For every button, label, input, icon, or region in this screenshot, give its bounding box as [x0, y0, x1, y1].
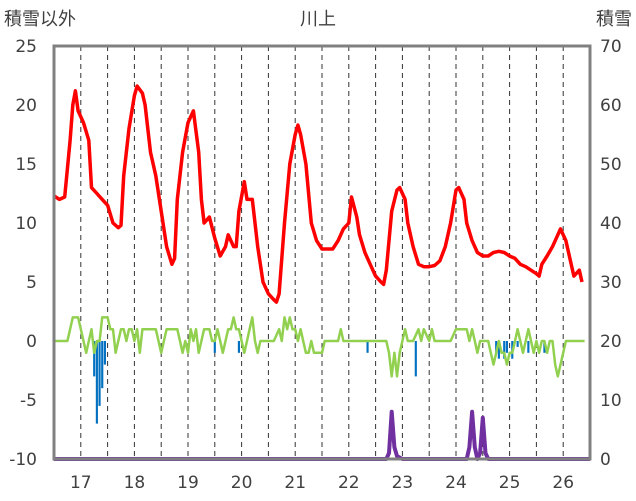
x-tick-label: 23 — [392, 473, 414, 493]
temperature-line — [53, 84, 584, 304]
precip-bar — [527, 341, 530, 353]
precip-bar — [497, 341, 500, 359]
left-tick-label: 20 — [15, 96, 37, 116]
right-tick-label: 60 — [600, 96, 622, 116]
precip-bar — [516, 341, 519, 347]
x-tick-label: 22 — [338, 473, 360, 493]
x-tick-label: 18 — [124, 473, 146, 493]
precip-bar — [505, 341, 508, 353]
snow-depth-line — [54, 409, 590, 461]
plot-frame — [52, 44, 592, 461]
x-tick-label: 20 — [231, 473, 253, 493]
precip-bar — [103, 341, 106, 365]
precip-bar — [503, 341, 506, 359]
precip-bar — [98, 341, 101, 406]
left-tick-label: 25 — [15, 37, 37, 57]
right-tick-label: 30 — [600, 273, 622, 293]
precip-bars — [93, 341, 546, 424]
right-tick-label: 20 — [600, 332, 622, 352]
precip-bar — [543, 341, 546, 353]
right-axis-label: 積雪 — [596, 9, 632, 30]
precip-bar — [213, 341, 216, 353]
precip-bar — [93, 341, 96, 377]
x-tick-label: 24 — [445, 473, 467, 493]
left-axis-label: 積雪以外 — [4, 9, 76, 30]
right-tick-label: 40 — [600, 214, 622, 234]
left-tick-label: 10 — [15, 214, 37, 234]
precip-bar — [95, 341, 98, 424]
x-tick-label: 21 — [284, 473, 306, 493]
right-tick-label: 0 — [600, 450, 611, 470]
precip-bar — [101, 341, 104, 389]
green-line — [54, 316, 585, 378]
precip-bar — [366, 341, 369, 353]
x-tick-label: 26 — [552, 473, 574, 493]
x-tick-label: 19 — [177, 473, 199, 493]
right-tick-label: 70 — [600, 37, 622, 57]
left-tick-label: 15 — [15, 155, 37, 175]
precip-bar — [237, 341, 240, 353]
precip-bar — [495, 341, 498, 353]
left-tick-label: 0 — [26, 332, 37, 352]
x-tick-label: 25 — [499, 473, 521, 493]
chart-title: 川上 — [300, 9, 336, 30]
grid — [80, 46, 564, 459]
left-tick-label: -5 — [20, 391, 37, 411]
left-tick-label: -10 — [9, 450, 37, 470]
precip-bar — [414, 341, 417, 377]
series-lines — [53, 84, 590, 461]
right-tick-label: 50 — [600, 155, 622, 175]
right-tick-label: 10 — [600, 391, 622, 411]
left-tick-label: 5 — [26, 273, 37, 293]
x-tick-label: 17 — [70, 473, 92, 493]
